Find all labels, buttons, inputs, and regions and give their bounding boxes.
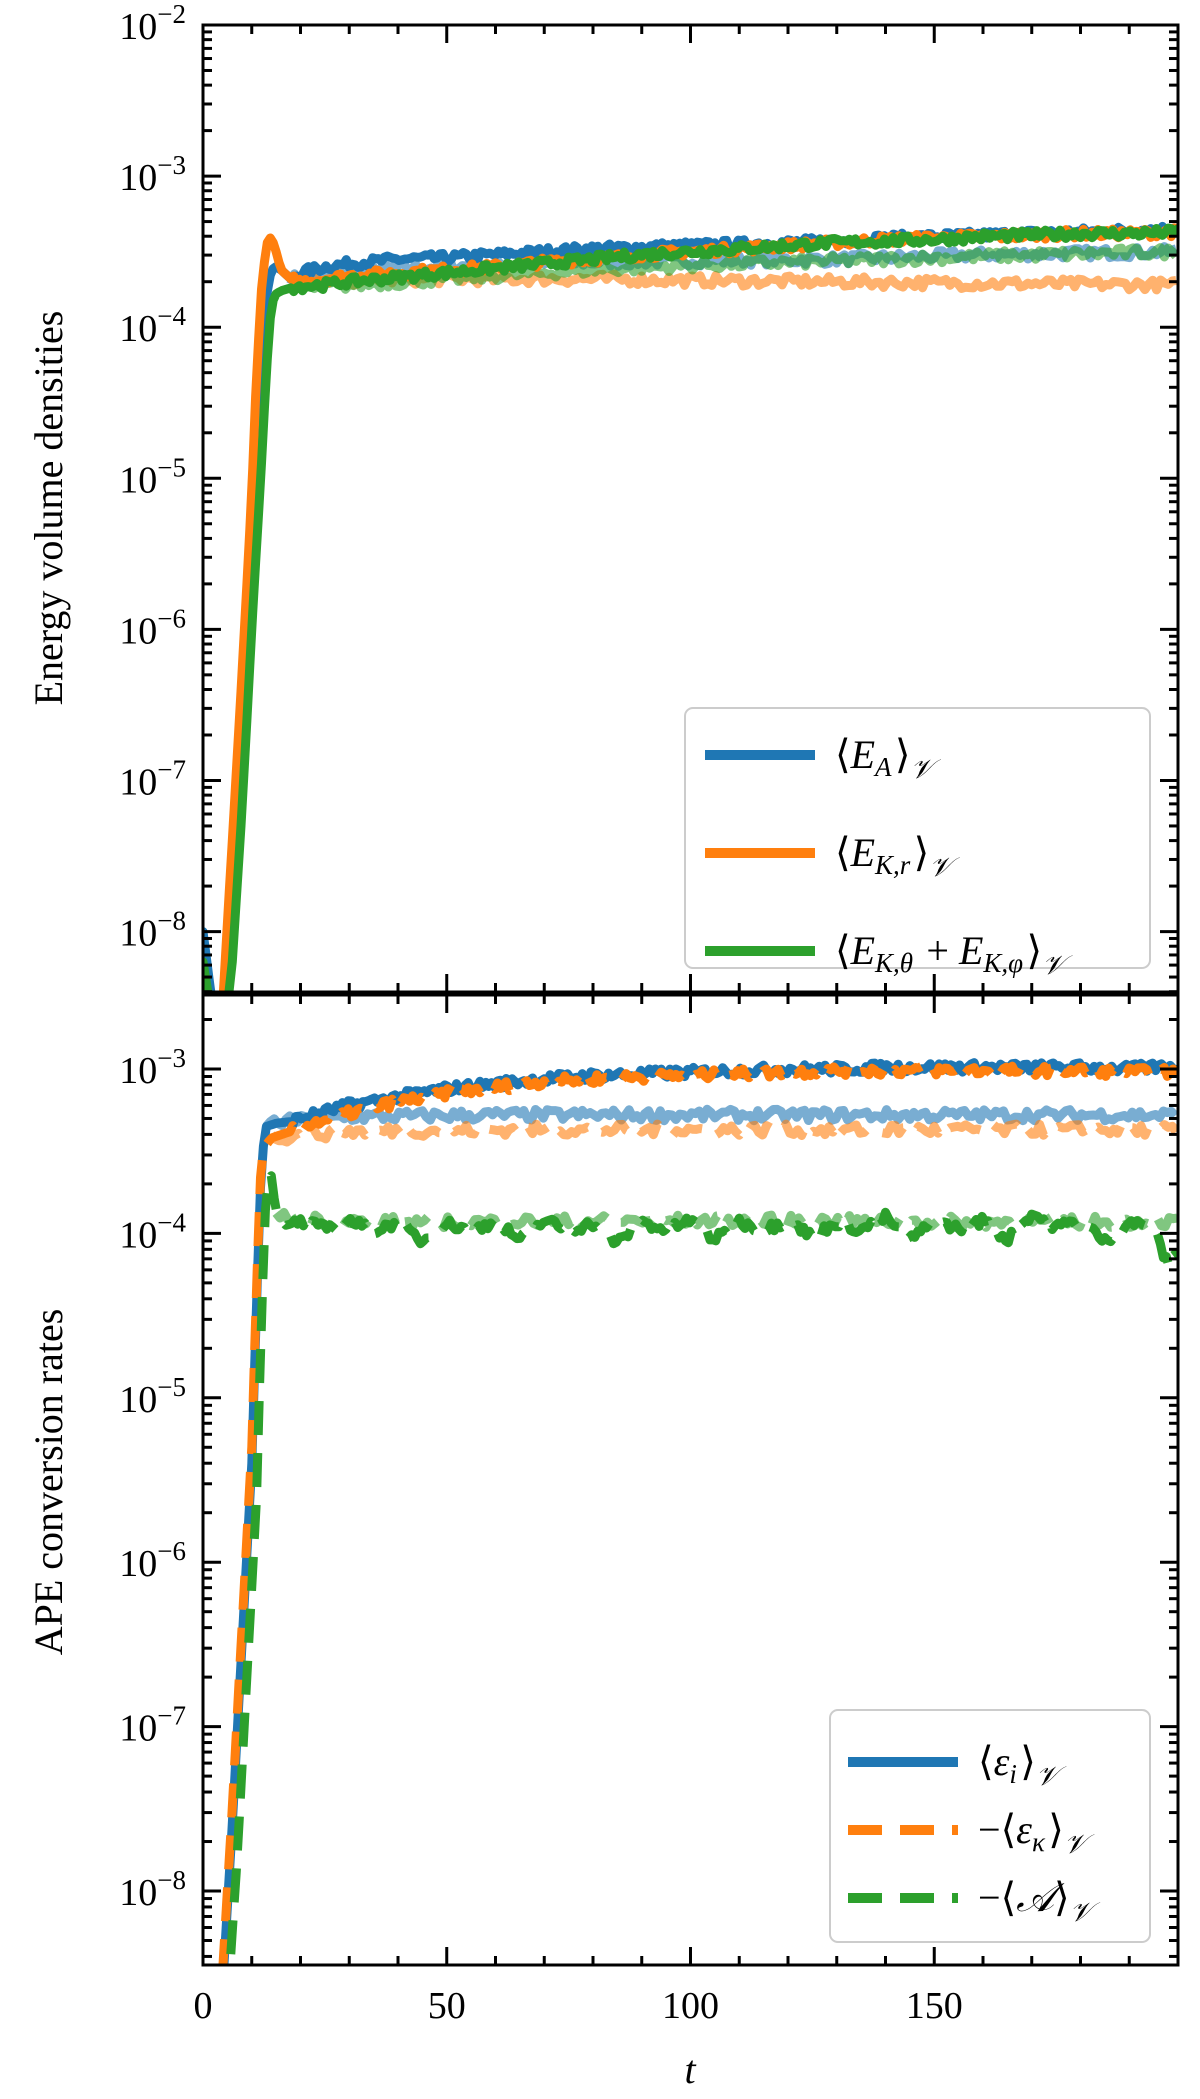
bottom-series-lines	[218, 1058, 1178, 1965]
y-tick-label: 10−6	[119, 1536, 186, 1585]
x-tick-label: 50	[428, 1985, 466, 2027]
y-tick-label: 10−7	[119, 1701, 186, 1750]
y-tick-label: 10−5	[119, 1372, 186, 1421]
bottom-y-tick-labels: 10−3 10−4 10−5 10−6 10−7 10−8	[119, 1043, 186, 1914]
top-plot-frame	[201, 23, 1180, 994]
series-pale-line-1-0	[262, 1104, 1178, 1130]
top-panel: 10−2 10−3 10−4 10−5 10−6 10−7 10−8 Energy volu…	[26, 0, 1180, 994]
x-tick-label: 150	[906, 1985, 963, 2027]
y-tick-label: 10−3	[119, 1043, 186, 1092]
y-tick-label: 10−8	[119, 906, 186, 955]
bottom-panel: 10−3 10−4 10−5 10−6 10−7 10−8 0 50 100 150 APE c…	[26, 993, 1180, 2092]
top-y-tick-labels: 10−2 10−3 10−4 10−5 10−6 10−7 10−8	[119, 0, 186, 955]
series-line-1-2	[225, 1171, 1178, 1965]
top-y-axis-label: Energy volume densities	[26, 311, 71, 706]
legend-entry: ⟨EK,θ + EK,φ ⟩𝒱	[835, 928, 1073, 980]
y-tick-label: 10−6	[119, 603, 186, 652]
series-pale-line-0-1	[287, 269, 1177, 295]
y-tick-label: 10−4	[119, 1207, 186, 1256]
series-line-1-1	[218, 1061, 1178, 1965]
bottom-plot-frame	[201, 993, 1180, 1967]
y-tick-label: 10−7	[119, 754, 186, 803]
x-axis-label: t	[684, 2047, 696, 2092]
bottom-y-axis-label: APE conversion rates	[26, 1309, 71, 1656]
series-pale-line-1-1	[267, 1119, 1178, 1147]
y-tick-label: 10−2	[119, 0, 186, 48]
x-tick-label: 0	[194, 1985, 213, 2027]
series-line-0-2	[203, 223, 1178, 992]
legend-entry: −⟨𝒜⟩𝒱	[978, 1875, 1101, 1927]
y-tick-label: 10−5	[119, 452, 186, 501]
bottom-legend: ⟨εi ⟩𝒱−⟨εκ ⟩𝒱−⟨𝒜⟩𝒱	[829, 1709, 1151, 1943]
y-tick-label: 10−4	[119, 301, 186, 350]
x-tick-label: 100	[662, 1985, 719, 2027]
y-tick-label: 10−3	[119, 150, 186, 199]
bottom-x-tick-labels: 0 50 100 150	[194, 1985, 963, 2027]
top-legend: ⟨EA ⟩𝒱⟨EK,r ⟩𝒱⟨EK,θ + EK,φ ⟩𝒱	[684, 707, 1151, 980]
top-series-lines	[203, 221, 1178, 992]
y-tick-label: 10−8	[119, 1865, 186, 1914]
